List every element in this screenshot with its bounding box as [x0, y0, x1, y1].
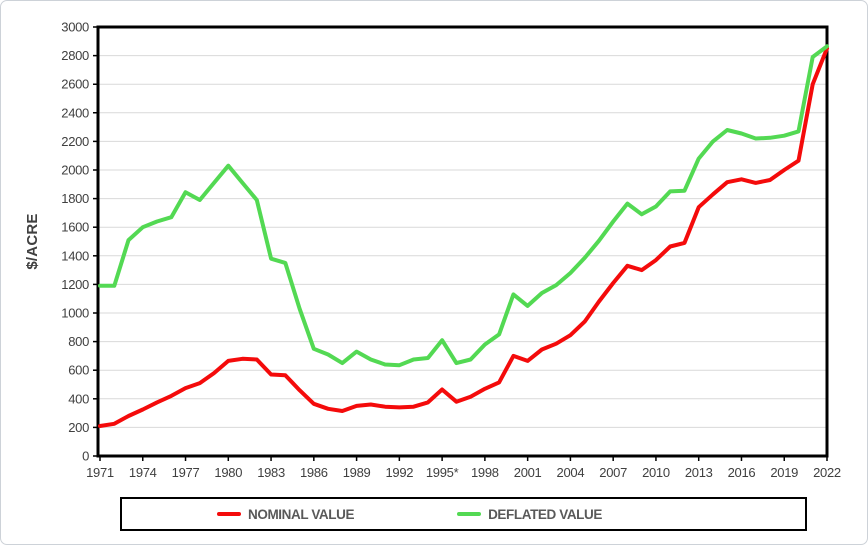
legend-label-deflated: DEFLATED VALUE	[488, 506, 602, 522]
y-tick-label: 2400	[61, 105, 89, 120]
y-tick-label: 3000	[61, 20, 89, 35]
x-tick-label: 1983	[257, 465, 285, 480]
nominal-value-line	[98, 46, 829, 428]
y-tick-label: 2600	[61, 77, 89, 92]
nominal-line-swatch	[217, 512, 242, 516]
y-tick-label: 1800	[61, 191, 89, 206]
x-tick-label: 1989	[343, 465, 371, 480]
x-tick-label: 2013	[685, 465, 713, 480]
deflated-line-swatch	[457, 512, 482, 516]
x-tick-label: 1977	[172, 465, 200, 480]
x-tick-label: 2016	[728, 465, 756, 480]
x-tick-label: 1995*	[426, 465, 459, 480]
x-tick-label: 2001	[514, 465, 542, 480]
legend-item-deflated: DEFLATED VALUE	[457, 507, 602, 522]
y-tick-label: 1400	[61, 248, 89, 263]
y-tick-label: 1600	[61, 220, 89, 235]
x-tick-label: 2010	[642, 465, 670, 480]
legend-label-nominal: NOMINAL VALUE	[248, 506, 355, 522]
y-tick-label: 1000	[61, 306, 89, 321]
x-tick-label: 1992	[385, 465, 413, 480]
x-tick-label: 1980	[214, 465, 242, 480]
y-tick-label: 2000	[61, 163, 89, 178]
plot-border	[96, 25, 829, 458]
chart-legend: NOMINAL VALUE DEFLATED VALUE	[120, 497, 807, 531]
x-tick-label: 2022	[813, 465, 841, 480]
y-tick-label: 2200	[61, 134, 89, 149]
x-tick-label: 1986	[300, 465, 328, 480]
x-tick-label: 2019	[770, 465, 798, 480]
legend-item-nominal: NOMINAL VALUE	[217, 507, 354, 522]
y-tick-label: 800	[68, 334, 89, 349]
y-tick-label: 1200	[61, 277, 89, 292]
x-tick-label: 2004	[557, 465, 585, 480]
y-tick-label: 400	[68, 391, 89, 406]
y-axis-title: $/ACRE	[24, 213, 41, 269]
x-tick-label: 1974	[129, 465, 157, 480]
x-tick-label: 2007	[599, 465, 627, 480]
deflated-value-line	[98, 44, 829, 368]
y-tick-label: 0	[82, 449, 89, 464]
y-tick-label: 2800	[61, 48, 89, 63]
y-tick-label: 200	[68, 420, 89, 435]
x-tick-label: 1998	[471, 465, 499, 480]
x-tick-label: 1971	[86, 465, 114, 480]
y-tick-label: 600	[68, 363, 89, 378]
